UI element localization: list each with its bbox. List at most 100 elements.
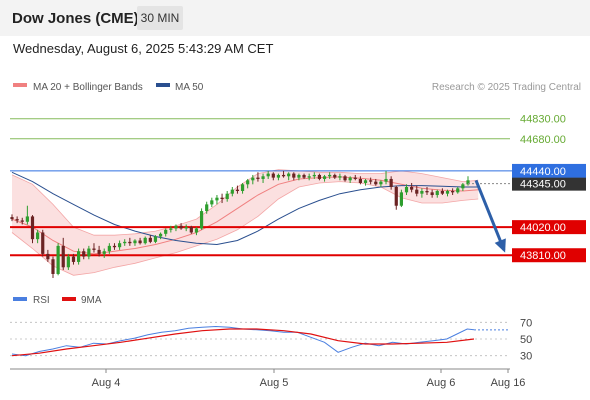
copyright-label: Research © 2025 Trading Central	[432, 82, 581, 93]
ma9-legend-label: 9MA	[81, 295, 102, 306]
x-axis: Aug 4 Aug 5 Aug 6 Aug 16	[10, 368, 525, 389]
rsi-tick-30: 30	[520, 351, 532, 363]
candle	[112, 243, 117, 250]
level-label-44830.00: 44830.00	[520, 114, 566, 126]
level-label-44440.00: 44440.00	[520, 166, 566, 178]
candle	[425, 186, 429, 196]
candle	[92, 243, 96, 253]
candle	[235, 185, 240, 194]
level-tag-43810.00	[512, 248, 586, 263]
candle	[394, 185, 398, 210]
level-tag-44020.00	[512, 220, 586, 235]
candle	[451, 188, 455, 196]
ma50-line	[11, 171, 479, 246]
x-tick-label: Aug 4	[92, 377, 121, 389]
x-tick-label: Aug 5	[260, 377, 289, 389]
projection-arrow	[474, 179, 506, 253]
candle	[51, 256, 55, 278]
candle	[328, 172, 332, 179]
ma20-legend-label: MA 20 + Bollinger Bands	[33, 82, 143, 93]
candle	[210, 197, 214, 208]
last-price-label: 44345.00	[520, 179, 566, 191]
candle	[107, 243, 111, 254]
candle	[343, 174, 347, 182]
candle	[369, 177, 373, 185]
candle	[302, 173, 306, 179]
candle	[97, 245, 101, 257]
candle	[30, 215, 35, 244]
candle	[220, 193, 224, 204]
candle	[292, 172, 296, 181]
timeframe-button[interactable]: 30 MIN	[137, 6, 183, 30]
candle	[307, 173, 311, 181]
candle	[133, 239, 137, 246]
ma9-legend-swatch	[62, 297, 76, 301]
datetime-label: Wednesday, August 6, 2025 5:43:29 AM CET	[13, 41, 274, 56]
ma20-line	[11, 176, 479, 255]
candle	[41, 229, 45, 257]
level-label-44680.00: 44680.00	[520, 134, 566, 146]
rsi-tick-50: 50	[520, 334, 532, 346]
candle	[143, 236, 147, 245]
candle	[46, 249, 50, 262]
ma50-legend-label: MA 50	[175, 82, 204, 93]
level-label-43810.00: 43810.00	[520, 250, 566, 262]
candle	[317, 173, 322, 181]
candle	[435, 189, 439, 198]
candle	[117, 240, 122, 250]
candle	[410, 182, 414, 193]
candle	[445, 189, 450, 197]
instrument-title: Dow Jones (CME)	[12, 10, 139, 27]
candle	[230, 186, 234, 197]
candle	[399, 189, 403, 208]
candle	[184, 224, 188, 232]
candle	[82, 248, 86, 260]
candle	[194, 227, 199, 236]
ma50-legend-swatch	[156, 83, 170, 87]
candle	[461, 182, 465, 191]
level-tag-44440.00	[512, 163, 586, 178]
candle	[148, 235, 152, 244]
candle	[379, 180, 383, 187]
bollinger-lower-line	[11, 181, 479, 276]
candle	[276, 173, 281, 181]
candle	[415, 185, 419, 197]
candle	[87, 245, 91, 260]
candle	[189, 225, 193, 234]
candle	[102, 248, 106, 258]
candle	[440, 188, 444, 196]
candle	[312, 172, 316, 179]
candle	[338, 173, 342, 181]
candle	[77, 248, 81, 265]
candle	[246, 178, 250, 189]
candle	[10, 214, 14, 222]
candle	[251, 174, 255, 185]
rsi-tick-70: 70	[520, 317, 532, 329]
candle	[20, 217, 24, 225]
rsi-ma9-line	[11, 328, 475, 357]
x-tick-label: Aug 6	[427, 377, 456, 389]
candle	[205, 201, 209, 214]
candle	[322, 174, 327, 182]
candle	[240, 182, 245, 194]
candle	[266, 170, 270, 179]
candle	[25, 205, 29, 225]
candle	[36, 229, 40, 244]
ma20-legend-swatch	[13, 83, 27, 87]
candle	[225, 191, 229, 202]
last-price-tag	[512, 177, 586, 191]
candle	[348, 176, 352, 183]
candle	[261, 173, 265, 183]
rsi-legend-swatch	[13, 297, 27, 301]
candle	[215, 195, 219, 205]
candle	[389, 176, 393, 190]
candle	[66, 253, 70, 270]
level-label-44020.00: 44020.00	[520, 222, 566, 234]
candle	[158, 232, 163, 240]
candle	[456, 186, 460, 194]
candle	[61, 237, 65, 270]
chart-header: Dow Jones (CME) 30 MIN	[0, 0, 590, 36]
rsi-legend-label: RSI	[33, 295, 50, 306]
candle	[287, 172, 291, 181]
